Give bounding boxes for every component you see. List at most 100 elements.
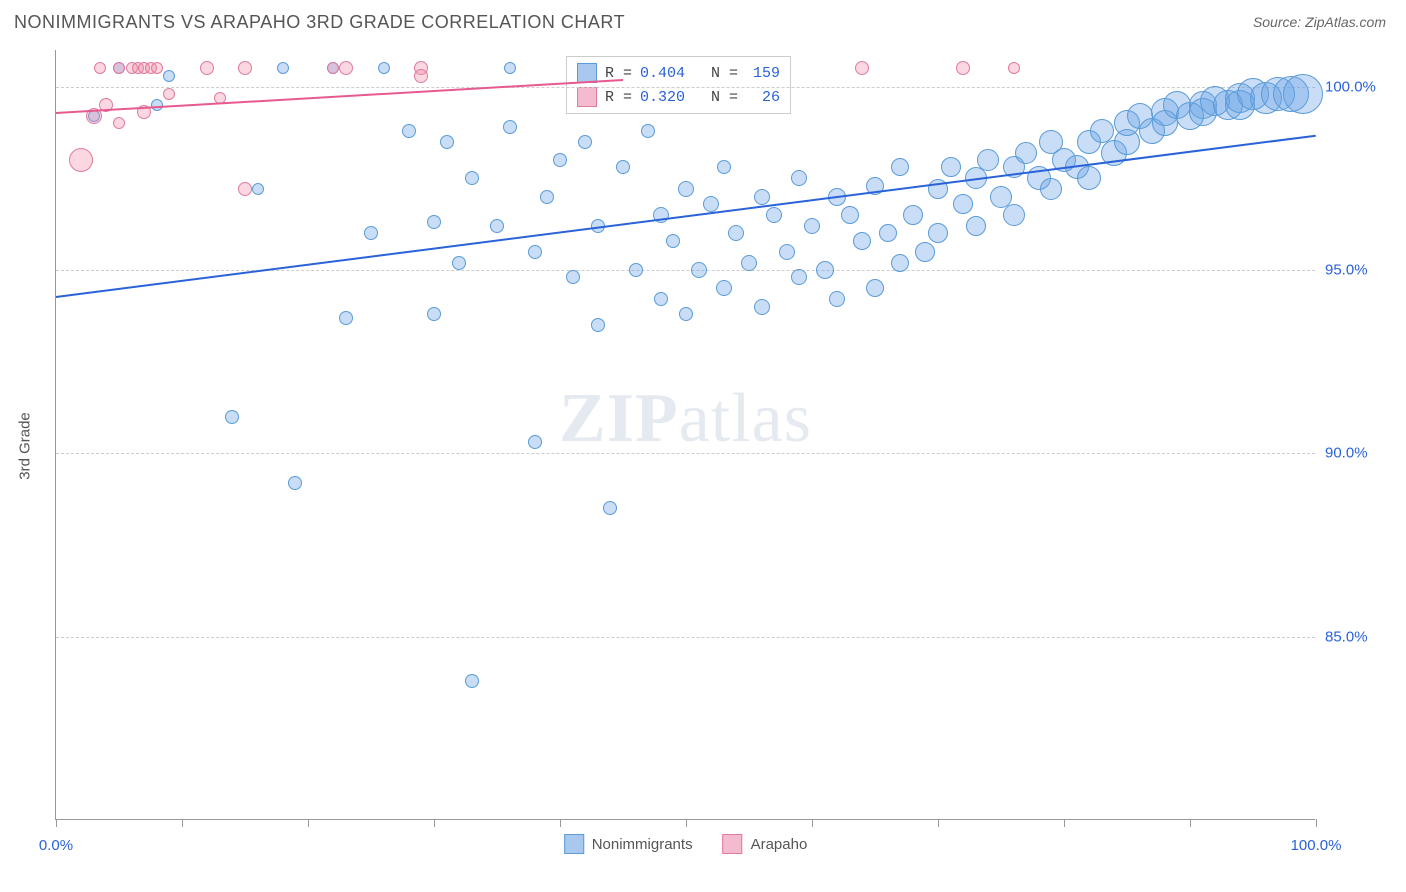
stat-r-label: R = [605,89,632,106]
data-point [339,311,353,325]
data-point [977,149,999,171]
data-point [915,242,935,262]
data-point [903,205,923,225]
data-point [427,307,441,321]
data-point [578,135,592,149]
data-point [288,476,302,490]
data-point [717,160,731,174]
data-point [841,206,859,224]
data-point [1077,166,1101,190]
data-point [754,189,770,205]
data-point [629,263,643,277]
stat-r-value: 0.404 [640,65,685,82]
y-axis-label: 3rd Grade [17,412,34,480]
data-point [866,279,884,297]
gridline [56,637,1315,638]
data-point [1003,204,1025,226]
data-point [829,291,845,307]
data-point [327,62,339,74]
x-tick [812,819,813,827]
gridline [56,453,1315,454]
data-point [553,153,567,167]
data-point [766,207,782,223]
x-tick [560,819,561,827]
data-point [252,183,264,195]
data-point [853,232,871,250]
legend-label: Nonimmigrants [592,836,693,853]
stat-n-value: 159 [746,65,780,82]
x-tick [938,819,939,827]
stat-n-value: 26 [746,89,780,106]
data-point [956,61,970,75]
data-point [966,216,986,236]
data-point [69,148,93,172]
y-tick-label: 100.0% [1325,78,1385,95]
data-point [378,62,390,74]
legend-item: Arapaho [723,834,808,854]
x-tick [56,819,57,827]
legend-swatch [723,834,743,854]
correlation-chart: NONIMMIGRANTS VS ARAPAHO 3RD GRADE CORRE… [0,0,1406,892]
data-point [163,88,175,100]
gridline [56,87,1315,88]
y-tick-label: 85.0% [1325,628,1385,645]
data-point [666,234,680,248]
data-point [452,256,466,270]
data-point [678,181,694,197]
data-point [528,245,542,259]
data-point [891,158,909,176]
data-point [163,70,175,82]
chart-title: NONIMMIGRANTS VS ARAPAHO 3RD GRADE CORRE… [14,12,625,33]
legend-item: Nonimmigrants [564,834,693,854]
data-point [1015,142,1037,164]
trend-line [56,134,1316,297]
data-point [641,124,655,138]
data-point [440,135,454,149]
data-point [566,270,580,284]
data-point [427,215,441,229]
data-point [504,62,516,74]
data-point [953,194,973,214]
data-point [703,196,719,212]
data-point [1283,74,1323,114]
data-point [816,261,834,279]
data-point [1090,119,1114,143]
x-tick [1064,819,1065,827]
data-point [754,299,770,315]
data-point [540,190,554,204]
data-point [591,318,605,332]
data-point [528,435,542,449]
stat-n-label: N = [693,65,738,82]
x-tick-label: 0.0% [39,837,73,854]
plot-area: ZIPatlas R = 0.404 N = 159R = 0.320 N = … [55,50,1315,820]
data-point [339,61,353,75]
data-point [941,157,961,177]
y-tick-label: 90.0% [1325,445,1385,462]
data-point [414,69,428,83]
x-tick [434,819,435,827]
x-tick [182,819,183,827]
data-point [200,61,214,75]
data-point [364,226,378,240]
data-point [238,182,252,196]
legend-swatch [564,834,584,854]
data-point [277,62,289,74]
data-point [728,225,744,241]
data-point [465,171,479,185]
data-point [654,292,668,306]
data-point [679,307,693,321]
data-point [1040,178,1062,200]
data-point [503,120,517,134]
data-point [113,62,125,74]
data-point [804,218,820,234]
data-point [616,160,630,174]
data-point [791,269,807,285]
data-point [225,410,239,424]
stat-n-label: N = [693,89,738,106]
data-point [928,223,948,243]
data-point [779,244,795,260]
x-tick-label: 100.0% [1291,837,1342,854]
data-point [113,117,125,129]
data-point [741,255,757,271]
data-point [691,262,707,278]
